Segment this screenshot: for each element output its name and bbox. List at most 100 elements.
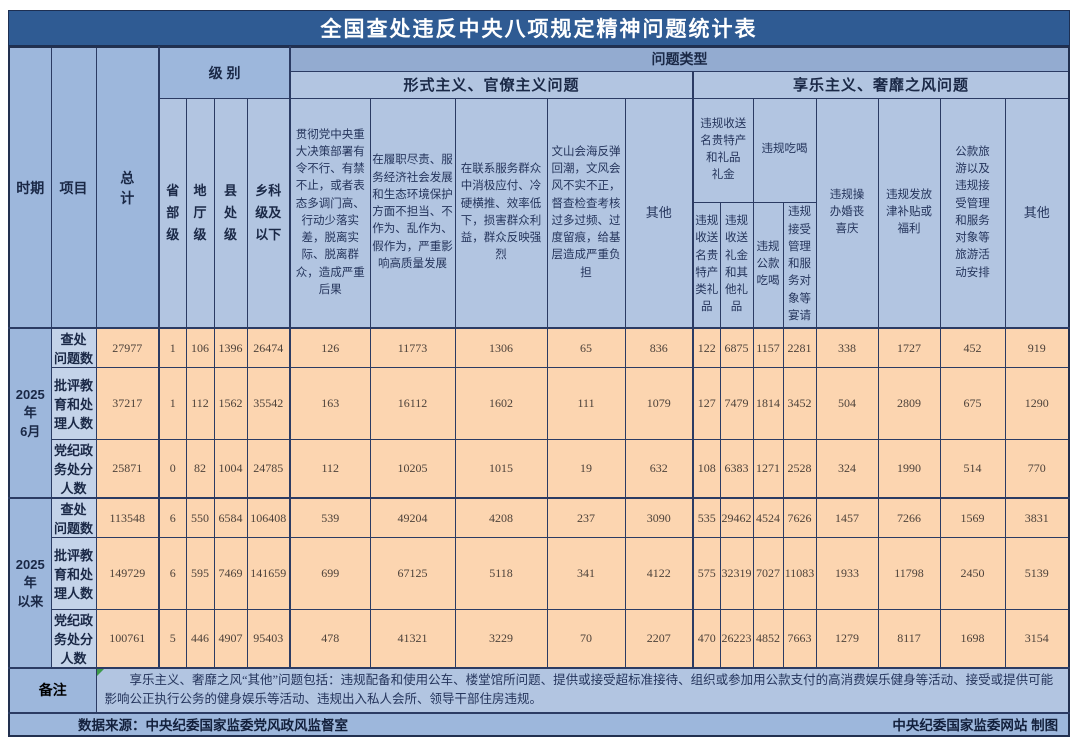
data-cell: 8117 bbox=[877, 609, 941, 669]
data-cell: 3831 bbox=[1004, 497, 1070, 538]
problem-col-header: 文山会海反弹回潮，文风会风不实不正，督查检查考核过多过频、过度留痕，给基层造成严… bbox=[546, 97, 626, 329]
data-cell: 4208 bbox=[454, 497, 548, 538]
data-cell: 1015 bbox=[454, 439, 548, 499]
problem-col-header: 在联系服务群众中消极应付、冷硬横推、效率低下，损害群众利益，群众反映强烈 bbox=[454, 97, 548, 329]
credit-text: 中央纪委国家监委网站 制图 bbox=[892, 718, 1059, 734]
notes-row: 备注 享乐主义、奢靡之风“其他”问题包括：违规配备和使用公车、楼堂馆所问题、提供… bbox=[8, 667, 1070, 714]
data-cell: 470 bbox=[692, 609, 721, 669]
data-cell: 1396 bbox=[213, 327, 248, 368]
problem-col-header-other: 其他 bbox=[624, 97, 695, 329]
table-row: 批评教 育和处 理人数 37217 1 112 1562 35542 163 1… bbox=[9, 367, 1070, 440]
data-cell: 1279 bbox=[815, 609, 879, 669]
data-cell: 478 bbox=[289, 609, 371, 669]
data-cell: 3229 bbox=[454, 609, 548, 669]
data-cell: 4524 bbox=[752, 497, 784, 538]
data-cell: 122 bbox=[692, 327, 721, 368]
level-col-header: 省 部 级 bbox=[158, 97, 187, 329]
data-cell: 108 bbox=[692, 439, 721, 499]
data-cell: 127 bbox=[692, 367, 721, 440]
footer-cell: 数据来源：中央纪委国家监委党风政风监督室 中央纪委国家监委网站 制图 bbox=[8, 711, 1070, 737]
problem-type-header: 问题类型 bbox=[289, 46, 1070, 72]
data-cell: 1457 bbox=[815, 497, 879, 538]
data-cell: 37217 bbox=[95, 367, 160, 440]
data-cell: 237 bbox=[546, 497, 626, 538]
data-cell: 26223 bbox=[719, 609, 754, 669]
statistics-table: 时期 项目 总 计 级 别 问题类型 形式主义、官僚主义问题 享乐主义、奢靡之风… bbox=[8, 46, 1071, 737]
row-label: 查处 问题数 bbox=[50, 327, 97, 368]
data-cell: 7027 bbox=[752, 537, 784, 610]
data-cell: 1698 bbox=[939, 609, 1006, 669]
data-cell: 7663 bbox=[782, 609, 817, 669]
data-cell: 5118 bbox=[454, 537, 548, 610]
problem-col-header: 违规操 办婚丧 喜庆 bbox=[815, 97, 879, 329]
data-cell: 1814 bbox=[752, 367, 784, 440]
table-row: 批评教 育和处 理人数 149729 6 595 7469 141659 699… bbox=[9, 537, 1070, 610]
data-cell: 836 bbox=[624, 327, 695, 368]
sub-col-header: 违规 收送 名贵 特产 类礼 品 bbox=[692, 201, 721, 329]
sub-col-header: 违规 公款 吃喝 bbox=[752, 201, 784, 329]
data-cell: 70 bbox=[546, 609, 626, 669]
data-cell: 575 bbox=[692, 537, 721, 610]
data-cell: 514 bbox=[939, 439, 1006, 499]
data-cell: 141659 bbox=[246, 537, 292, 610]
data-cell: 4122 bbox=[624, 537, 695, 610]
level-group-header: 级 别 bbox=[158, 46, 292, 99]
data-cell: 29462 bbox=[719, 497, 754, 538]
data-cell: 1933 bbox=[815, 537, 879, 610]
data-cell: 16112 bbox=[369, 367, 456, 440]
data-cell: 6875 bbox=[719, 327, 754, 368]
data-cell: 2528 bbox=[782, 439, 817, 499]
total-header: 总 计 bbox=[95, 46, 160, 329]
data-cell: 25871 bbox=[95, 439, 160, 499]
header-row-subcategories: 违规 收送 名贵 特产 类礼 品 违规 收送 礼金 和其 他礼 品 违规 公款 … bbox=[9, 201, 1069, 329]
data-cell: 4852 bbox=[752, 609, 784, 669]
data-cell: 106408 bbox=[246, 497, 292, 538]
row-label: 批评教 育和处 理人数 bbox=[50, 537, 97, 610]
gifts-group-header: 违规收送 名贵特产 和礼品 礼金 bbox=[692, 97, 754, 203]
data-cell: 6383 bbox=[719, 439, 754, 499]
data-cell: 49204 bbox=[369, 497, 456, 538]
problem-col-header-other: 其他 bbox=[1004, 97, 1070, 329]
data-cell: 2809 bbox=[877, 367, 941, 440]
data-cell: 535 bbox=[692, 497, 721, 538]
data-cell: 1602 bbox=[454, 367, 548, 440]
level-col-header: 地 厅 级 bbox=[185, 97, 215, 329]
footer-row: 数据来源：中央纪委国家监委党风政风监督室 中央纪委国家监委网站 制图 bbox=[8, 711, 1070, 737]
cell-corner-marker bbox=[97, 669, 104, 676]
data-cell: 595 bbox=[185, 537, 215, 610]
eating-group-header: 违规吃喝 bbox=[752, 97, 817, 203]
data-cell: 149729 bbox=[95, 537, 160, 610]
data-cell: 324 bbox=[815, 439, 879, 499]
data-cell: 163 bbox=[289, 367, 371, 440]
data-cell: 35542 bbox=[246, 367, 292, 440]
table-row: 党纪政 务处分 人数 100761 5 446 4907 95403 478 4… bbox=[9, 609, 1070, 669]
row-label: 党纪政 务处分 人数 bbox=[50, 609, 97, 669]
table-row: 党纪政 务处分 人数 25871 0 82 1004 24785 112 102… bbox=[9, 439, 1070, 499]
notes-cell: 享乐主义、奢靡之风“其他”问题包括：违规配备和使用公车、楼堂馆所问题、提供或接受… bbox=[95, 667, 1070, 714]
data-cell: 1727 bbox=[877, 327, 941, 368]
data-cell: 1 bbox=[158, 367, 187, 440]
data-cell: 2207 bbox=[624, 609, 695, 669]
data-cell: 1290 bbox=[1004, 367, 1070, 440]
data-cell: 7479 bbox=[719, 367, 754, 440]
problem-col-header: 违规发放 津补贴或 福利 bbox=[877, 97, 941, 329]
header-row-groups: 时期 项目 总 计 级 别 问题类型 bbox=[8, 46, 1070, 329]
data-cell: 67125 bbox=[369, 537, 456, 610]
period-cell: 2025年 6月 bbox=[8, 327, 52, 499]
data-cell: 919 bbox=[1004, 327, 1070, 368]
row-label: 批评教 育和处 理人数 bbox=[50, 367, 97, 440]
data-cell: 1569 bbox=[939, 497, 1006, 538]
problem-col-header: 在履职尽责、服务经济社会发展和生态环境保护方面不担当、不作为、乱作为、假作为，严… bbox=[369, 97, 456, 329]
data-cell: 65 bbox=[546, 327, 626, 368]
data-cell: 1271 bbox=[752, 439, 784, 499]
data-cell: 11773 bbox=[369, 327, 456, 368]
data-cell: 3090 bbox=[624, 497, 695, 538]
item-header: 项目 bbox=[50, 46, 97, 329]
table-row: 2025年 6月 查处 问题数 27977 1 106 1396 26474 1… bbox=[8, 327, 1070, 499]
data-cell: 550 bbox=[185, 497, 215, 538]
data-cell: 19 bbox=[546, 439, 626, 499]
data-cell: 111 bbox=[546, 367, 626, 440]
data-cell: 6584 bbox=[213, 497, 248, 538]
page-title: 全国查处违反中央八项规定精神问题统计表 bbox=[8, 10, 1070, 46]
data-cell: 6 bbox=[158, 497, 187, 538]
